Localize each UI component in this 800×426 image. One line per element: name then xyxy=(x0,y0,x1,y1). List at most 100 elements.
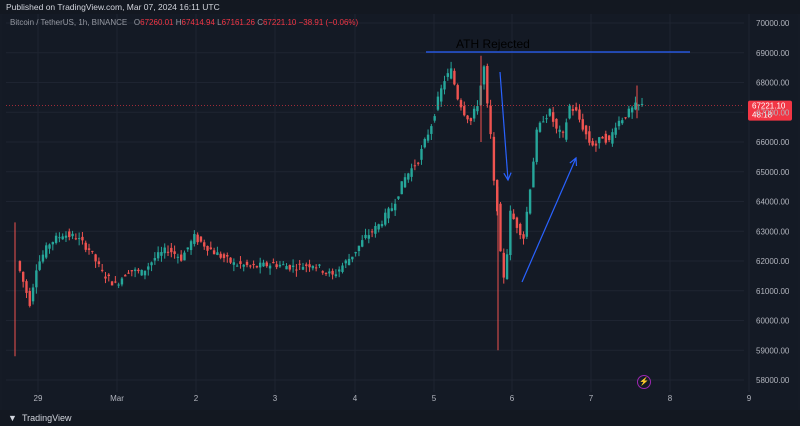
candle-body xyxy=(374,225,377,234)
y-tick-label: 59000.00 xyxy=(756,346,790,355)
candle-body xyxy=(179,254,183,261)
tradingview-logo-icon[interactable]: ▼ xyxy=(8,413,17,423)
candle-body xyxy=(440,88,443,102)
candle-body xyxy=(571,109,575,111)
candle-body xyxy=(598,137,601,144)
candle-body xyxy=(133,269,137,272)
candle-body xyxy=(588,131,591,143)
candle-body xyxy=(617,120,621,127)
x-tick-label: 3 xyxy=(273,394,278,403)
candle-body xyxy=(614,127,617,135)
candle-body xyxy=(453,70,456,85)
candle-body xyxy=(423,138,426,148)
candlestick-series xyxy=(14,55,644,357)
candle-body xyxy=(334,274,338,277)
candle-body xyxy=(137,269,140,272)
candle-body xyxy=(288,265,292,270)
chart-frame[interactable] xyxy=(2,14,798,412)
candle-body xyxy=(147,266,150,270)
candle-body xyxy=(130,270,134,272)
candle-body xyxy=(361,240,364,247)
candle-body xyxy=(446,73,450,77)
candle-body xyxy=(18,261,22,271)
candle-body xyxy=(538,122,542,132)
candle-body xyxy=(186,247,189,250)
y-tick-label: 65000.00 xyxy=(756,168,790,177)
y-tick-label: 67000.00 xyxy=(756,108,790,117)
candle-body xyxy=(216,252,219,255)
candle-body xyxy=(166,251,170,253)
candle-body xyxy=(436,96,440,110)
candle-body xyxy=(548,108,552,116)
candle-body xyxy=(285,266,288,270)
candle-body xyxy=(199,236,203,242)
candle-body xyxy=(305,264,308,266)
candle-body xyxy=(71,233,74,237)
brand-name[interactable]: TradingView xyxy=(22,413,72,423)
x-tick-label: 29 xyxy=(34,394,43,403)
candle-body xyxy=(239,261,242,265)
candle-body xyxy=(407,173,410,180)
candle-body xyxy=(301,266,305,270)
candle-body xyxy=(268,265,272,269)
candle-body xyxy=(463,106,466,116)
candle-body xyxy=(502,252,505,278)
y-tick-label: 62000.00 xyxy=(756,257,790,266)
x-tick-label: 6 xyxy=(510,394,515,403)
candle-body xyxy=(232,262,236,265)
low-label: L xyxy=(217,18,222,27)
high-label: H xyxy=(175,18,182,27)
chart-grid xyxy=(6,14,750,392)
candle-body xyxy=(433,116,436,121)
candle-body xyxy=(413,165,417,167)
candle-body xyxy=(505,254,509,279)
candle-body xyxy=(48,244,51,249)
candle-body xyxy=(456,85,459,100)
candle-body xyxy=(630,107,634,113)
candle-body xyxy=(127,272,130,274)
candle-body xyxy=(258,262,262,268)
candle-body xyxy=(367,235,371,239)
candle-body xyxy=(219,253,222,258)
candle-body xyxy=(601,136,604,139)
candle-body xyxy=(120,278,124,285)
candle-body xyxy=(469,118,473,122)
candle-body xyxy=(249,265,252,267)
candle-body xyxy=(482,66,486,85)
y-tick-label: 70000.00 xyxy=(756,19,790,28)
candle-body xyxy=(459,100,463,108)
candle-body xyxy=(203,242,206,247)
candle-body xyxy=(393,203,397,211)
candle-body xyxy=(584,125,588,135)
candle-body xyxy=(291,265,295,267)
price-axis: 70000.00 69000.00 68000.00 67000.00 66000.00… xyxy=(756,19,790,385)
candle-body xyxy=(262,262,265,267)
candle-body xyxy=(351,256,354,260)
candle-body xyxy=(565,122,568,140)
candle-body xyxy=(242,264,245,267)
candle-body xyxy=(245,261,249,266)
candle-body xyxy=(196,234,199,243)
candle-body xyxy=(578,109,581,120)
candle-body xyxy=(189,241,193,251)
candle-body xyxy=(206,245,209,251)
candle-body xyxy=(153,258,157,261)
candle-body xyxy=(611,132,614,144)
candle-body xyxy=(31,287,35,302)
candle-body xyxy=(377,224,380,230)
bolt-icon[interactable]: ⚡ xyxy=(637,375,651,389)
candle-body xyxy=(535,129,538,162)
candle-body xyxy=(58,237,61,239)
price-tag-price: 67221.10 xyxy=(752,102,786,111)
open-value: 67260.01 xyxy=(140,18,174,27)
candle-body xyxy=(150,262,153,266)
candle-body xyxy=(331,270,334,275)
candle-body xyxy=(512,213,515,220)
candle-body xyxy=(627,108,631,117)
candle-body xyxy=(25,281,28,293)
candle-body xyxy=(61,236,64,240)
candle-body xyxy=(324,272,328,274)
candle-body xyxy=(568,105,571,119)
candle-body xyxy=(295,269,298,271)
